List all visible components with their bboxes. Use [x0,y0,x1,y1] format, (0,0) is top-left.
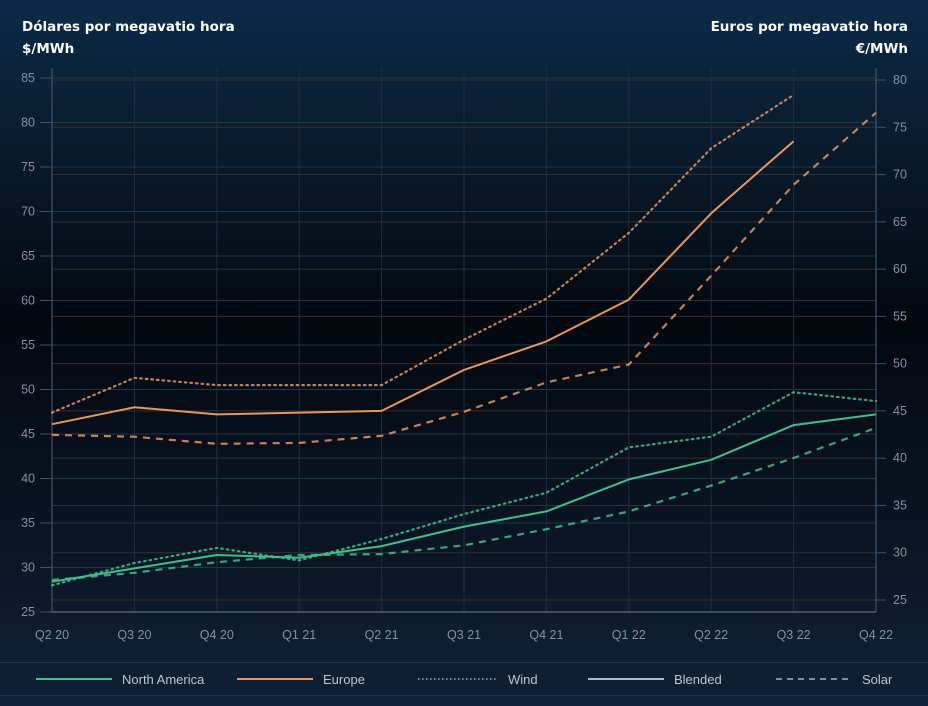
line-chart: 25 30 35 40 45 50 55 60 65 70 75 80 85 25 30 35 40 45 50 55… [21,68,907,642]
x-tick-label: Q4 20 [200,628,234,642]
right-tick-label: 70 [893,168,907,182]
left-tick-label: 60 [21,294,35,308]
left-tick-label: 30 [21,561,35,575]
x-tick-label: Q1 21 [282,628,316,642]
right-axis-title-text: Euros por megavatio hora [710,19,908,35]
legend-item-wind[interactable]: Wind [418,663,538,695]
legend-item-europe[interactable]: Europe [237,663,365,695]
right-tick-label: 30 [893,546,907,560]
series-line-europe-solar [51,111,877,445]
right-tick-label: 45 [893,404,907,418]
right-tick-label: 25 [893,593,907,607]
left-axis-title: Dólares por megavatio hora $/MWh [22,16,235,60]
left-tick-label: 65 [21,249,35,263]
x-tick-label: Q2 20 [35,628,69,642]
left-tick-label: 35 [21,516,35,530]
x-tick-label: Q4 22 [859,628,893,642]
series-line-north-america-wind [50,391,878,587]
legend-label: North America [122,671,205,687]
right-tick-label: 65 [893,215,907,229]
left-tick-label: 55 [21,338,35,352]
legend-swatch-europe [237,678,313,680]
x-tick-label: Q3 21 [447,628,481,642]
left-tick-label: 50 [21,383,35,397]
legend-label: Wind [508,671,538,687]
legend-label: Europe [323,671,365,687]
right-axis-title: Euros por megavatio hora €/MWh [711,16,908,60]
x-tick-label: Q1 22 [612,628,646,642]
left-tick-label: 70 [21,205,35,219]
legend-swatch-blended [588,678,664,680]
left-tick-label: 80 [21,116,35,130]
legend-label: Blended [674,671,722,687]
right-axis-unit: €/MWh [855,41,908,57]
legend-item-north-america[interactable]: North America [36,663,204,695]
x-tick-label: Q2 21 [365,628,399,642]
left-axis-title-text: Dólares por megavatio hora [22,19,235,35]
left-tick-label: 75 [21,160,35,174]
x-tick-label: Q2 22 [694,628,728,642]
legend-swatch-wind [418,678,498,680]
left-tick-label: 40 [21,472,35,486]
legend: North America Europe Wind Blended Solar [0,662,928,696]
right-tick-label: 50 [893,357,907,371]
legend-item-solar[interactable]: Solar [776,663,892,695]
series-line-europe-wind [50,93,795,414]
right-tick-label: 35 [893,498,907,512]
legend-swatch-solar [776,678,852,680]
x-tick-label: Q3 22 [777,628,811,642]
left-tick-label: 85 [21,71,35,85]
x-tick-label: Q3 20 [117,628,151,642]
left-tick-label: 45 [21,427,35,441]
series-line-europe-blended [51,140,795,426]
x-tick-label: Q4 21 [529,628,563,642]
legend-label: Solar [862,671,893,687]
legend-swatch-north-america [36,678,112,680]
right-tick-label: 55 [893,309,907,323]
right-tick-label: 60 [893,262,907,276]
right-tick-label: 80 [893,73,907,87]
series-line-north-america-blended [51,413,877,583]
legend-item-blended[interactable]: Blended [588,663,722,695]
right-tick-label: 40 [893,451,907,465]
right-tick-label: 75 [893,120,907,134]
left-tick-label: 25 [21,605,35,619]
left-axis-unit: $/MWh [22,41,75,57]
